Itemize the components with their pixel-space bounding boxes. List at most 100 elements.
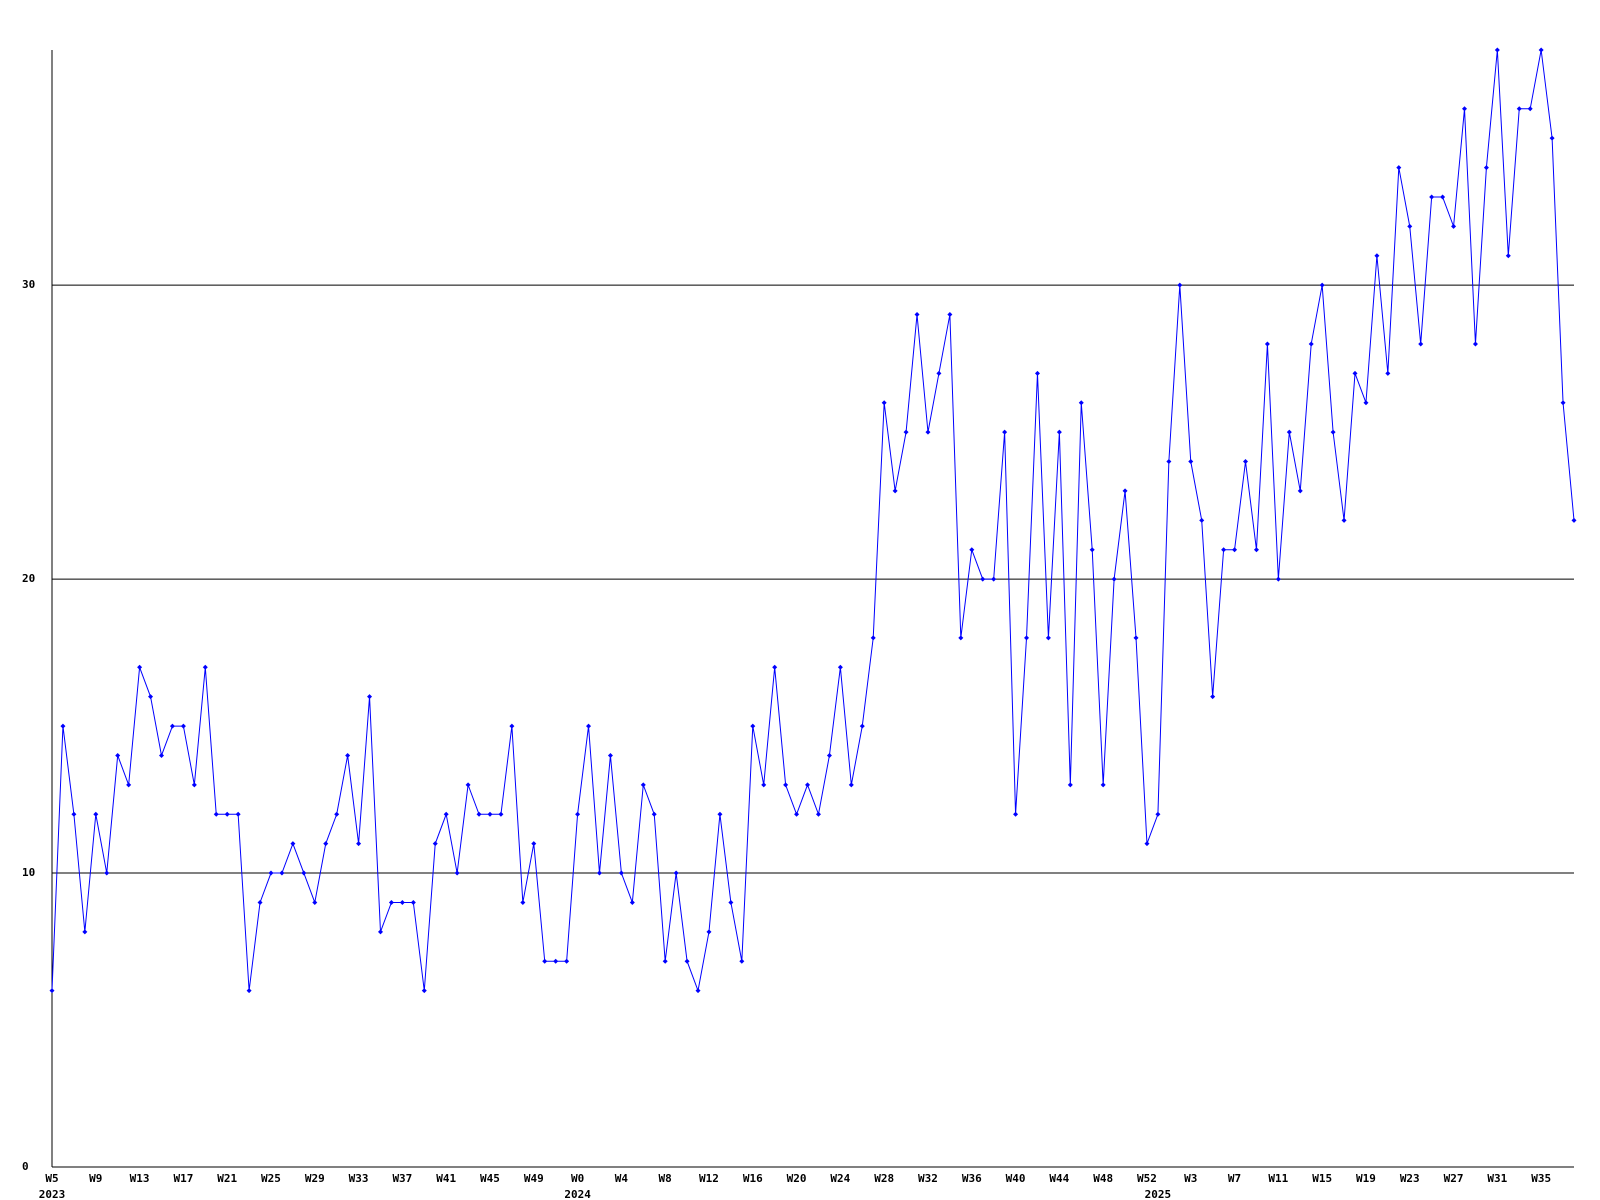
x-tick-label: W44 — [1049, 1172, 1069, 1185]
x-tick-label: W0 — [571, 1172, 584, 1185]
data-point — [1352, 370, 1358, 376]
data-point — [367, 694, 373, 700]
data-point — [224, 811, 230, 817]
data-point — [487, 811, 493, 817]
data-point — [1297, 488, 1303, 494]
data-point — [191, 782, 197, 788]
data-point — [575, 811, 581, 817]
data-point — [115, 752, 121, 758]
data-point — [739, 958, 745, 964]
x-tick-label: W24 — [830, 1172, 850, 1185]
x-tick-label: W32 — [918, 1172, 938, 1185]
data-point — [1363, 400, 1369, 406]
data-point — [651, 811, 657, 817]
data-point — [399, 899, 405, 905]
data-point — [1275, 576, 1281, 582]
data-point — [334, 811, 340, 817]
data-point — [1144, 841, 1150, 847]
data-point — [1221, 547, 1227, 553]
data-point — [826, 752, 832, 758]
data-point — [498, 811, 504, 817]
data-point — [1067, 782, 1073, 788]
data-point — [925, 429, 931, 435]
data-point — [531, 841, 537, 847]
data-point — [1374, 253, 1380, 259]
data-point — [969, 547, 975, 553]
data-point — [104, 870, 110, 876]
data-point — [1330, 429, 1336, 435]
x-tick-label: W13 — [130, 1172, 150, 1185]
data-point — [235, 811, 241, 817]
data-point — [596, 870, 602, 876]
data-point — [837, 664, 843, 670]
x-tick-label: W5 — [45, 1172, 58, 1185]
data-point — [49, 988, 55, 994]
data-point — [1308, 341, 1314, 347]
data-point — [1188, 459, 1194, 465]
data-point — [443, 811, 449, 817]
x-tick-label: W7 — [1228, 1172, 1241, 1185]
x-tick-label: W31 — [1487, 1172, 1507, 1185]
data-point — [1538, 47, 1544, 53]
data-point — [301, 870, 307, 876]
data-point — [673, 870, 679, 876]
data-point — [892, 488, 898, 494]
data-point — [1177, 282, 1183, 288]
data-point — [553, 958, 559, 964]
data-point — [564, 958, 570, 964]
x-tick-label: W3 — [1184, 1172, 1197, 1185]
data-point — [1451, 223, 1457, 229]
data-point — [345, 752, 351, 758]
data-point — [1429, 194, 1435, 200]
data-point — [1078, 400, 1084, 406]
data-point — [991, 576, 997, 582]
data-point — [618, 870, 624, 876]
data-point — [1527, 106, 1533, 112]
data-point — [290, 841, 296, 847]
x-year-label: 2025 — [1145, 1188, 1172, 1200]
data-point — [1166, 459, 1172, 465]
x-tick-label: W35 — [1531, 1172, 1551, 1185]
x-tick-label: W20 — [787, 1172, 807, 1185]
data-point — [542, 958, 548, 964]
data-point — [465, 782, 471, 788]
data-point — [126, 782, 132, 788]
data-point — [1549, 135, 1555, 141]
data-point — [1111, 576, 1117, 582]
data-point — [377, 929, 383, 935]
data-point — [60, 723, 66, 729]
data-point — [1210, 694, 1216, 700]
data-point — [1418, 341, 1424, 347]
data-point — [421, 988, 427, 994]
x-tick-label: W41 — [436, 1172, 456, 1185]
data-point — [947, 312, 953, 318]
x-tick-label: W4 — [615, 1172, 629, 1185]
data-point — [148, 694, 154, 700]
x-tick-label: W8 — [659, 1172, 672, 1185]
data-point — [169, 723, 175, 729]
data-point — [750, 723, 756, 729]
x-tick-label: W12 — [699, 1172, 719, 1185]
data-point — [1002, 429, 1008, 435]
data-point — [1264, 341, 1270, 347]
x-tick-label: W16 — [743, 1172, 763, 1185]
data-point — [1253, 547, 1259, 553]
x-tick-label: W15 — [1312, 1172, 1332, 1185]
x-year-label: 2024 — [564, 1188, 591, 1200]
data-point — [783, 782, 789, 788]
x-tick-label: W52 — [1137, 1172, 1157, 1185]
data-point — [728, 899, 734, 905]
x-tick-label: W48 — [1093, 1172, 1113, 1185]
x-year-label: 2023 — [39, 1188, 66, 1200]
data-point — [213, 811, 219, 817]
data-point — [268, 870, 274, 876]
data-point — [1122, 488, 1128, 494]
data-point — [859, 723, 865, 729]
data-point — [1483, 165, 1489, 171]
data-point — [794, 811, 800, 817]
y-tick-label: 30 — [22, 278, 35, 291]
data-point — [1571, 517, 1577, 523]
data-point — [1440, 194, 1446, 200]
